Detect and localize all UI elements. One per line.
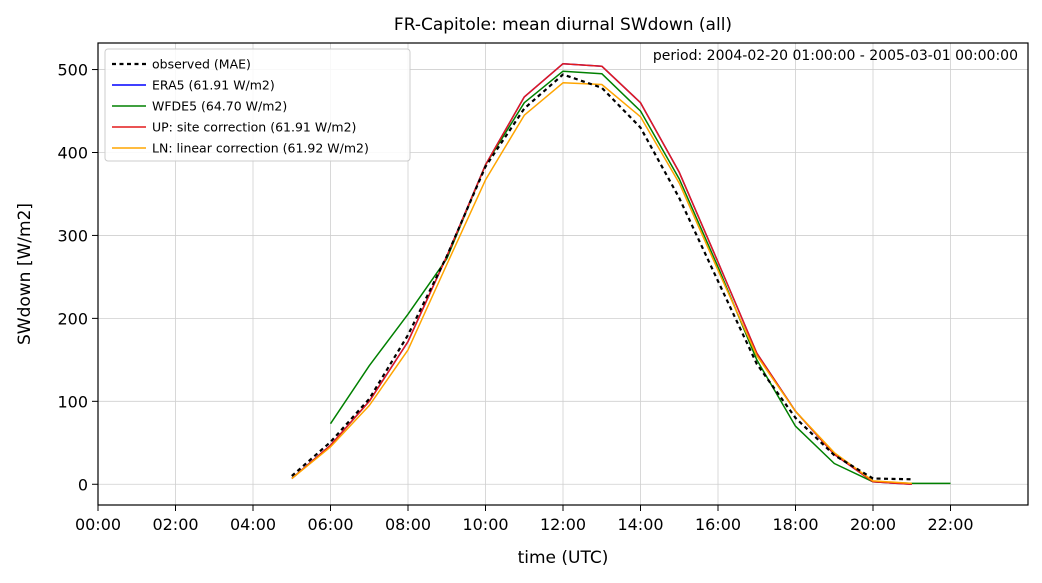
x-tick-label: 16:00 [695, 515, 741, 534]
x-tick-label: 10:00 [462, 515, 508, 534]
y-tick-label: 200 [57, 309, 88, 328]
legend-label-4: LN: linear correction (61.92 W/m2) [152, 141, 369, 156]
y-axis-label: SWdown [W/m2] [15, 203, 35, 345]
x-axis-label: time (UTC) [518, 548, 609, 568]
x-tick-label: 12:00 [540, 515, 586, 534]
y-tick-label: 500 [57, 61, 88, 80]
x-tick-label: 18:00 [772, 515, 818, 534]
legend-label-3: UP: site correction (61.91 W/m2) [152, 120, 356, 135]
y-tick-label: 300 [57, 226, 88, 245]
x-tick-label: 06:00 [307, 515, 353, 534]
x-tick-label: 14:00 [617, 515, 663, 534]
y-tick-label: 100 [57, 392, 88, 411]
legend-label-0: observed (MAE) [152, 57, 251, 72]
x-tick-label: 22:00 [927, 515, 973, 534]
x-tick-label: 04:00 [230, 515, 276, 534]
y-axis-ticks: 0 100 200 300 400 500 [57, 61, 98, 494]
y-tick-label: 0 [78, 475, 88, 494]
legend: observed (MAE) ERA5 (61.91 W/m2) WFDE5 (64… [104, 48, 411, 162]
series-line-4 [291, 82, 912, 485]
x-tick-label: 00:00 [75, 515, 121, 534]
series-line-2 [329, 70, 951, 485]
grid-lines [97, 43, 1028, 505]
x-axis-ticks: 00:00 02:00 04:00 06:00 08:00 10:00 12:00 14:00… [75, 505, 974, 534]
legend-label-1: ERA5 (61.91 W/m2) [152, 78, 275, 93]
series-line-0 [291, 73, 912, 481]
legend-box [104, 48, 411, 162]
x-tick-label: 20:00 [850, 515, 896, 534]
legend-label-2: WFDE5 (64.70 W/m2) [152, 99, 287, 114]
x-tick-label: 02:00 [152, 515, 198, 534]
period-annotation: period: 2004-02-20 01:00:00 - 2005-03-01… [653, 48, 1018, 64]
y-tick-label: 400 [57, 143, 88, 162]
plot-lines [291, 62, 951, 486]
x-tick-label: 08:00 [385, 515, 431, 534]
chart-title: FR-Capitole: mean diurnal SWdown (all) [394, 15, 732, 35]
